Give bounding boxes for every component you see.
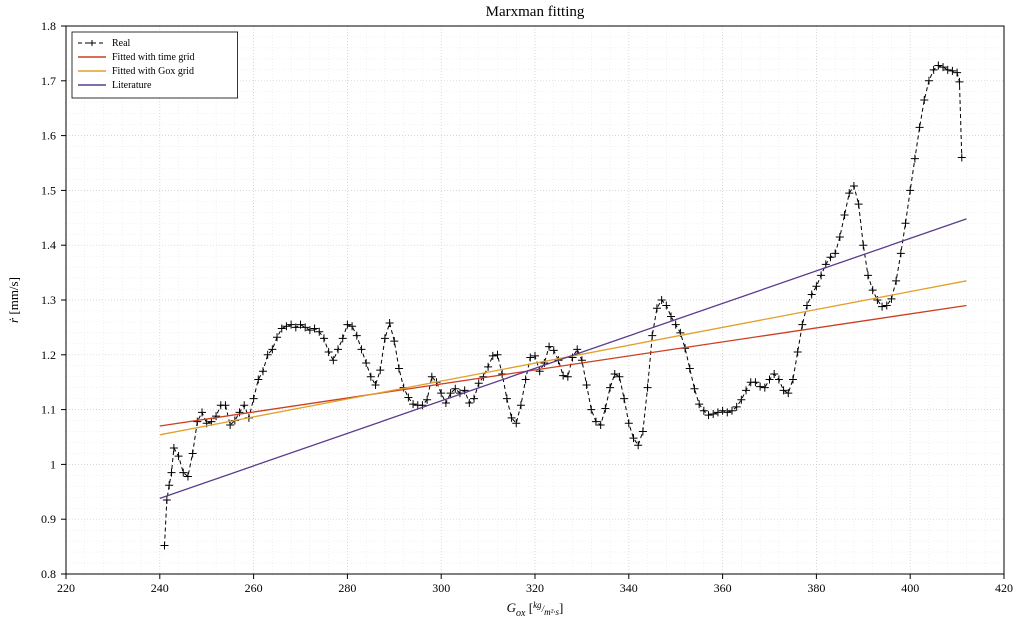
x-tick-label: 360 bbox=[714, 581, 732, 595]
y-tick-label: 1.7 bbox=[41, 74, 56, 88]
x-tick-label: 260 bbox=[245, 581, 263, 595]
y-tick-label: 0.8 bbox=[41, 567, 56, 581]
y-tick-label: 1 bbox=[50, 457, 56, 471]
y-tick-label: 0.9 bbox=[41, 512, 56, 526]
legend-label: Real bbox=[112, 38, 131, 49]
chart-title: Marxman fitting bbox=[486, 4, 585, 20]
y-tick-label: 1.4 bbox=[41, 238, 56, 252]
x-tick-label: 400 bbox=[901, 581, 919, 595]
y-tick-label: 1.5 bbox=[41, 183, 56, 197]
y-axis-label: ṙ [mm/s] bbox=[6, 277, 21, 323]
chart-svg: 220 240 260 280 300 320 340 360 380 400 420 0.8 0.9 1… bbox=[0, 0, 1024, 626]
legend-label: Fitted with Gox grid bbox=[112, 66, 194, 77]
marxman-fitting-chart: 220 240 260 280 300 320 340 360 380 400 420 0.8 0.9 1… bbox=[0, 0, 1024, 626]
x-tick-label: 380 bbox=[807, 581, 825, 595]
y-tick-label: 1.3 bbox=[41, 293, 56, 307]
y-tick-label: 1.8 bbox=[41, 19, 56, 33]
legend: Real Fitted with time grid Fitted with Gox… bbox=[72, 32, 238, 98]
x-tick-label: 420 bbox=[995, 581, 1013, 595]
x-tick-label: 240 bbox=[151, 581, 169, 595]
x-tick-label: 220 bbox=[57, 581, 75, 595]
y-tick-label: 1.2 bbox=[41, 348, 56, 362]
legend-label: Literature bbox=[112, 80, 152, 91]
x-tick-label: 340 bbox=[620, 581, 638, 595]
y-tick-label: 1.1 bbox=[41, 403, 56, 417]
x-tick-label: 320 bbox=[526, 581, 544, 595]
x-tick-label: 300 bbox=[432, 581, 450, 595]
legend-label: Fitted with time grid bbox=[112, 52, 195, 63]
y-tick-label: 1.6 bbox=[41, 129, 56, 143]
x-tick-label: 280 bbox=[338, 581, 356, 595]
